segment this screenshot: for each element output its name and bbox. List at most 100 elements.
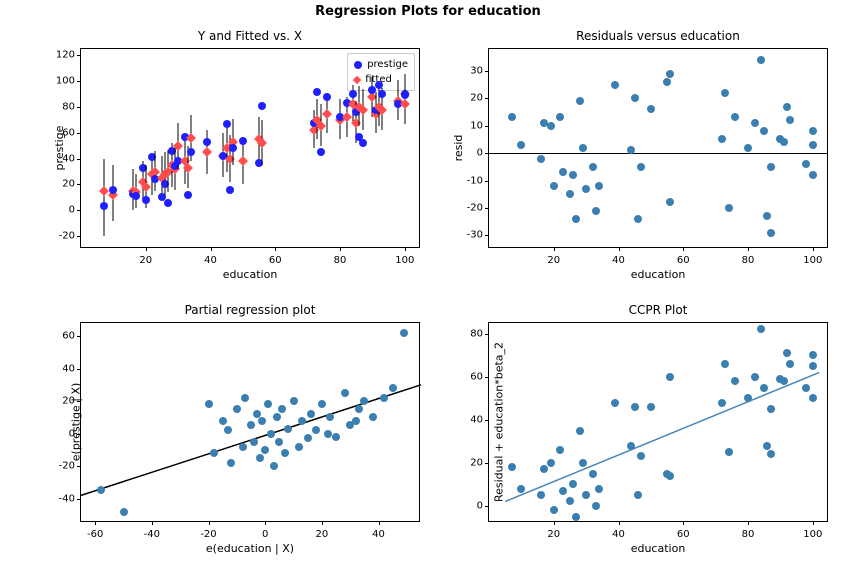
scatter-marker bbox=[360, 397, 368, 405]
prestige-marker bbox=[100, 202, 108, 210]
xlabel: education bbox=[489, 542, 827, 555]
xtick-label: 40 bbox=[612, 529, 625, 540]
scatter-marker bbox=[634, 491, 642, 499]
fitted-marker bbox=[400, 100, 410, 110]
scatter-marker bbox=[275, 438, 283, 446]
ytick-label: 30 bbox=[470, 65, 489, 76]
scatter-marker bbox=[802, 384, 810, 392]
figure-suptitle: Regression Plots for education bbox=[0, 4, 856, 19]
residual-marker bbox=[802, 160, 810, 168]
ytick-label: 20 bbox=[470, 93, 489, 104]
scatter-marker bbox=[247, 421, 255, 429]
xtick-mark bbox=[322, 521, 323, 525]
scatter-marker bbox=[559, 487, 567, 495]
scatter-marker bbox=[547, 459, 555, 467]
ytick-label: 20 bbox=[470, 457, 489, 468]
residual-marker bbox=[809, 171, 817, 179]
xtick-label: 40 bbox=[204, 255, 217, 266]
scatter-marker bbox=[731, 377, 739, 385]
residual-marker bbox=[611, 81, 619, 89]
xtick-label: 20 bbox=[315, 529, 328, 540]
residual-marker bbox=[763, 212, 771, 220]
scatter-marker bbox=[256, 454, 264, 462]
scatter-marker bbox=[369, 413, 377, 421]
ytick-label: -20 bbox=[59, 461, 81, 472]
residual-marker bbox=[595, 182, 603, 190]
xtick-label: 40 bbox=[372, 529, 385, 540]
scatter-marker bbox=[205, 400, 213, 408]
scatter-marker bbox=[233, 405, 241, 413]
xtick-mark bbox=[554, 521, 555, 525]
residual-marker bbox=[809, 127, 817, 135]
panel-title: Partial regression plot bbox=[81, 303, 419, 317]
residual-marker bbox=[809, 141, 817, 149]
xtick-mark bbox=[813, 521, 814, 525]
scatter-marker bbox=[611, 399, 619, 407]
scatter-marker bbox=[757, 325, 765, 333]
xtick-mark bbox=[379, 521, 380, 525]
prestige-marker bbox=[164, 199, 172, 207]
prestige-marker bbox=[203, 138, 211, 146]
residual-marker bbox=[579, 144, 587, 152]
ytick-label: 40 bbox=[62, 153, 81, 164]
residual-marker bbox=[550, 182, 558, 190]
residual-marker bbox=[767, 229, 775, 237]
scatter-marker bbox=[227, 459, 235, 467]
scatter-marker bbox=[278, 405, 286, 413]
prestige-marker bbox=[317, 148, 325, 156]
xtick-mark bbox=[554, 247, 555, 251]
prestige-marker bbox=[229, 144, 237, 152]
scatter-marker bbox=[666, 373, 674, 381]
scatter-marker bbox=[517, 485, 525, 493]
residual-marker bbox=[786, 116, 794, 124]
scatter-marker bbox=[318, 400, 326, 408]
scatter-marker bbox=[389, 384, 397, 392]
residual-marker bbox=[760, 127, 768, 135]
residual-marker bbox=[637, 163, 645, 171]
xtick-mark bbox=[619, 521, 620, 525]
prestige-marker bbox=[258, 102, 266, 110]
ytick-label: 100 bbox=[56, 76, 81, 87]
scatter-marker bbox=[809, 362, 817, 370]
xtick-mark bbox=[146, 247, 147, 251]
scatter-marker bbox=[540, 465, 548, 473]
fitted-marker bbox=[202, 147, 212, 157]
panel-title: Residuals versus education bbox=[489, 29, 827, 43]
residual-marker bbox=[547, 122, 555, 130]
scatter-marker bbox=[592, 502, 600, 510]
scatter-marker bbox=[97, 486, 105, 494]
scatter-marker bbox=[355, 405, 363, 413]
scatter-marker bbox=[631, 403, 639, 411]
residual-marker bbox=[582, 185, 590, 193]
xtick-label: -20 bbox=[200, 529, 216, 540]
scatter-marker bbox=[666, 472, 674, 480]
scatter-marker bbox=[219, 417, 227, 425]
scatter-marker bbox=[780, 377, 788, 385]
scatter-marker bbox=[760, 384, 768, 392]
scatter-marker bbox=[582, 491, 590, 499]
xtick-label: 100 bbox=[803, 529, 822, 540]
xtick-label: 80 bbox=[742, 255, 755, 266]
xtick-label: 0 bbox=[262, 529, 268, 540]
residual-marker bbox=[627, 146, 635, 154]
scatter-marker bbox=[569, 480, 577, 488]
xtick-label: 60 bbox=[677, 255, 690, 266]
residual-marker bbox=[718, 135, 726, 143]
xtick-label: 20 bbox=[547, 255, 560, 266]
residual-marker bbox=[725, 204, 733, 212]
prestige-marker bbox=[359, 139, 367, 147]
residual-marker bbox=[537, 155, 545, 163]
residual-marker bbox=[744, 144, 752, 152]
scatter-marker bbox=[239, 443, 247, 451]
residual-marker bbox=[566, 190, 574, 198]
scatter-marker bbox=[786, 360, 794, 368]
scatter-marker bbox=[579, 459, 587, 467]
scatter-marker bbox=[751, 373, 759, 381]
panel-bottom-left: Partial regression plot e(education | X)… bbox=[80, 322, 420, 522]
panel-title: Y and Fitted vs. X bbox=[81, 29, 419, 43]
scatter-marker bbox=[508, 463, 516, 471]
ytick-label: 10 bbox=[470, 120, 489, 131]
ytick-label: 0 bbox=[477, 500, 489, 511]
xtick-mark bbox=[748, 521, 749, 525]
scatter-marker bbox=[725, 448, 733, 456]
